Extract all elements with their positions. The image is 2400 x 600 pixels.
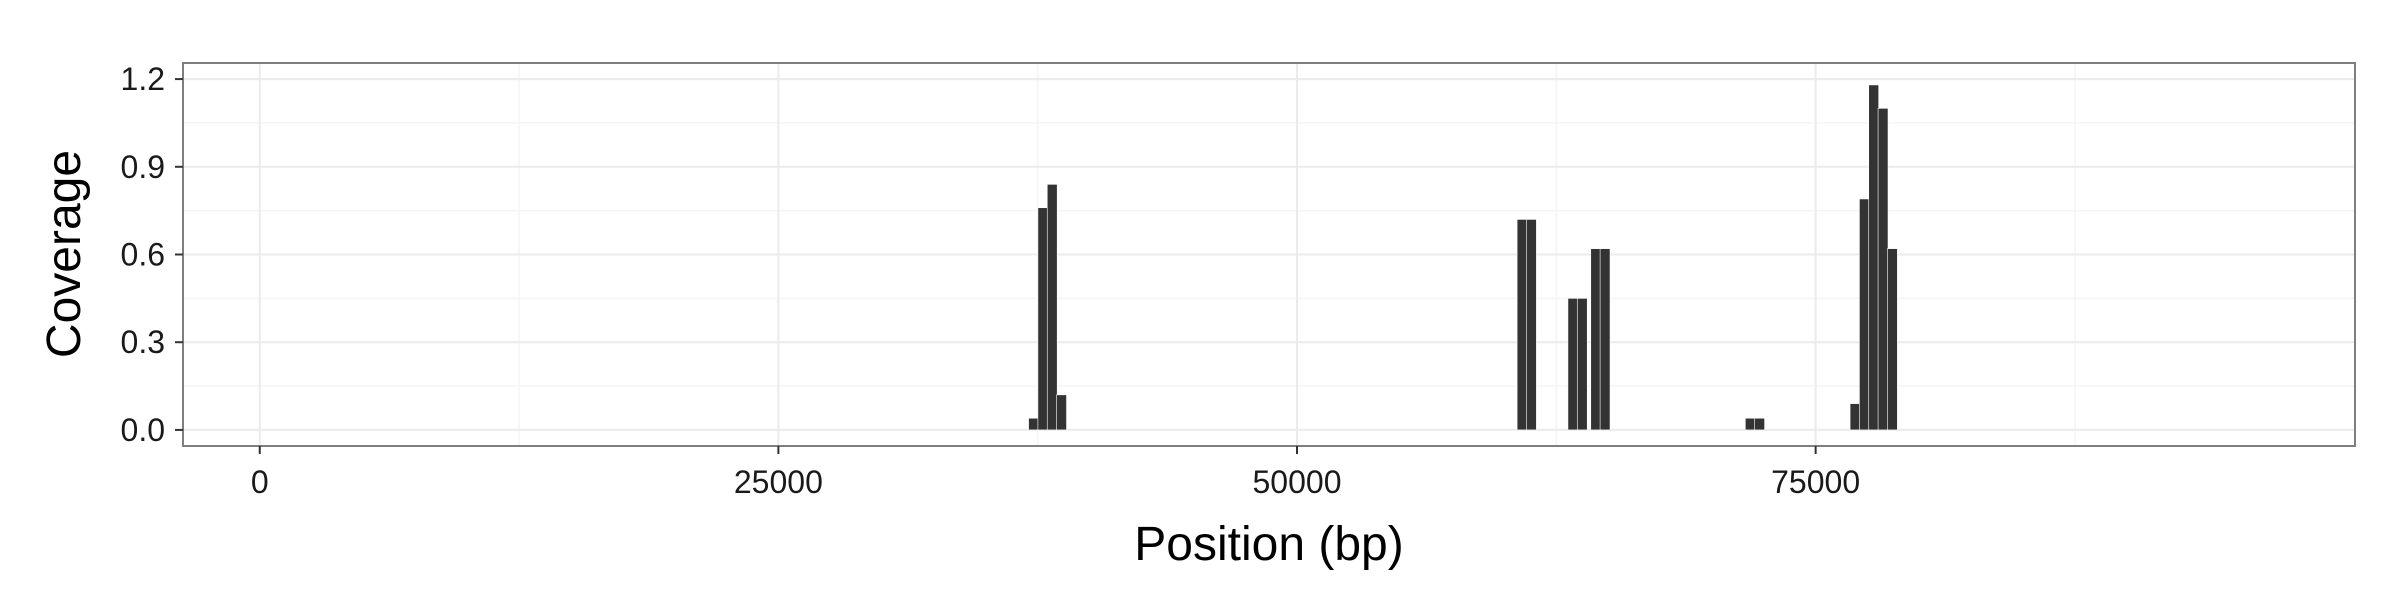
bar <box>1526 219 1537 431</box>
bar <box>1590 248 1602 431</box>
bar <box>1754 417 1765 431</box>
y-tick-label: 0.9 <box>121 149 165 185</box>
x-tick-label: 50000 <box>1253 464 1342 500</box>
x-tick-label: 75000 <box>1771 464 1860 500</box>
bar <box>1859 198 1870 431</box>
x-axis-title: Position (bp) <box>1134 518 1403 571</box>
bar <box>1887 248 1898 431</box>
x-axis: 0 25000 50000 75000 <box>251 446 1860 500</box>
y-tick-label: 0.0 <box>121 412 165 448</box>
bar <box>1037 207 1049 431</box>
x-tick-label: 25000 <box>734 464 823 500</box>
bar <box>1567 298 1579 431</box>
y-axis-title: Coverage <box>38 150 91 358</box>
grid-lines <box>183 63 2355 446</box>
bar <box>1745 417 1756 431</box>
y-axis: 0.0 0.3 0.6 0.9 1.2 <box>121 61 183 448</box>
bar <box>1849 403 1861 431</box>
bar <box>1868 84 1879 431</box>
bar <box>1599 248 1611 431</box>
y-tick-label: 1.2 <box>121 61 165 97</box>
y-tick-label: 0.3 <box>121 324 165 360</box>
bar <box>1516 219 1528 431</box>
bar <box>1877 108 1889 431</box>
bars <box>1028 84 1898 431</box>
bar <box>1028 417 1039 431</box>
x-tick-label: 0 <box>251 464 269 500</box>
bar <box>1576 298 1588 431</box>
bar <box>1046 184 1058 431</box>
y-tick-label: 0.6 <box>121 237 165 273</box>
bar <box>1056 394 1067 431</box>
